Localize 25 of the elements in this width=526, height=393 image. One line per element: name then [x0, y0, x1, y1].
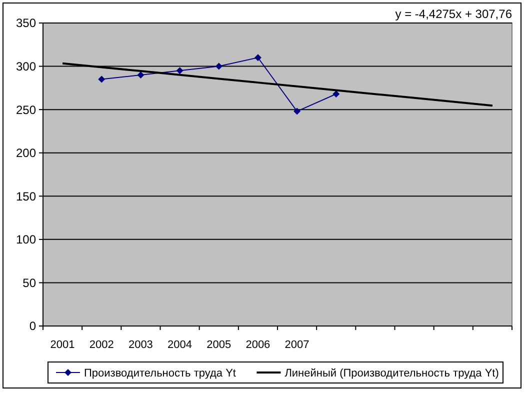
x-tick-label: 2007: [284, 339, 310, 351]
y-tick-label: 0: [29, 319, 36, 334]
x-tick-label: 2006: [246, 339, 270, 351]
text: y = -4,4275x + 307,76: [395, 7, 512, 21]
x-tick-label: 2002: [89, 339, 114, 351]
y-tick-label: 50: [22, 276, 36, 290]
legend-label: Производительность труда Yt: [84, 367, 236, 380]
point: [137, 71, 144, 78]
legend-label: Линейный (Производительность труда Yt): [284, 367, 499, 380]
point: [254, 54, 262, 62]
y-tick-label: 200: [16, 146, 36, 160]
point: [98, 76, 106, 83]
x-tick-label: 2003: [128, 339, 153, 351]
y-tick-label: 300: [16, 59, 36, 74]
x-tick-label: 2005: [206, 339, 232, 351]
point: [176, 67, 184, 74]
y-tick-label: 250: [16, 102, 36, 117]
y-tick-label: 100: [16, 232, 36, 247]
point: [215, 62, 222, 70]
point: [294, 108, 301, 115]
y-tick-label: 350: [16, 16, 36, 30]
x-tick-label: 2001: [50, 339, 75, 351]
y-tick-label: 150: [16, 189, 36, 204]
point: [332, 90, 340, 98]
x-tick-label: 2004: [168, 339, 192, 351]
